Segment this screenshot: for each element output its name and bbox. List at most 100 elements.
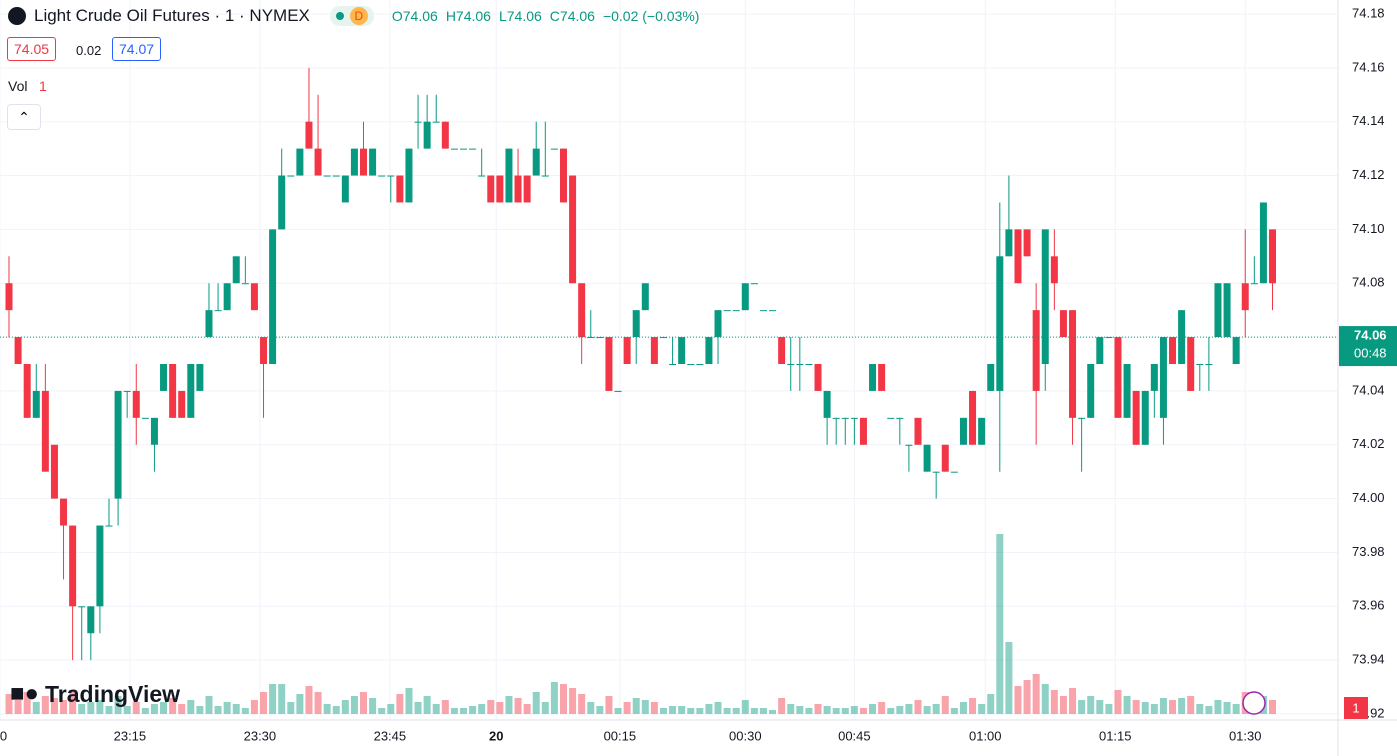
candle-body (714, 310, 722, 338)
volume-value: 1 (39, 78, 47, 94)
candle-body (41, 390, 49, 472)
candle-body (850, 417, 858, 419)
y-tick-label: 73.96 (1352, 598, 1385, 613)
candle-body (832, 417, 840, 419)
candle-body (859, 417, 867, 445)
candle-body (396, 175, 404, 203)
candle-body (78, 606, 86, 608)
candle-body (314, 148, 322, 176)
bid[interactable]: 74.05 (7, 37, 57, 61)
volume-bar (1223, 702, 1231, 714)
candle-body (569, 175, 577, 284)
ask[interactable]: 74.07 (112, 37, 162, 61)
candle-body (205, 310, 213, 338)
candle-body (559, 148, 567, 203)
x-tick-label: 00:15 (604, 728, 637, 743)
candle-body (1259, 202, 1267, 284)
volume-badge-label: 1 (1352, 700, 1359, 715)
candle-body (978, 417, 986, 445)
volume-bar (260, 692, 268, 714)
volume-bar (878, 702, 886, 714)
candle-body (69, 525, 77, 607)
collapse-button[interactable]: ⌃ (7, 104, 41, 130)
status[interactable]: D (329, 6, 374, 26)
y-tick-label: 74.04 (1352, 382, 1385, 397)
candle-body (5, 283, 13, 311)
spread: 0.02 (76, 43, 102, 58)
x-tick-label: 00 (0, 728, 7, 743)
candle-body (741, 283, 749, 311)
volume-bar (1114, 690, 1122, 714)
volume-bar (323, 704, 331, 714)
volume-bar (32, 702, 40, 714)
candle-body (487, 175, 495, 203)
candle-body (223, 283, 231, 311)
candle-body (160, 364, 168, 391)
volume-bar (723, 708, 731, 714)
volume-bar (950, 708, 958, 714)
candle-body (14, 337, 22, 364)
candle-body (769, 310, 777, 312)
volume-bar (278, 684, 286, 714)
volume-bar (532, 692, 540, 714)
candle-body (350, 148, 358, 176)
volume-bar (569, 688, 577, 714)
volume-bar (396, 694, 404, 714)
volume-bar (478, 704, 486, 714)
volume-bar (1169, 700, 1177, 714)
candle-body (650, 337, 658, 364)
x-tick-label: 23:45 (374, 728, 407, 743)
candle-body (1114, 337, 1122, 418)
ohlc-change: −0.02 (−0.03%) (602, 8, 700, 24)
y-tick-label: 74.18 (1352, 5, 1385, 20)
volume-bar (496, 702, 504, 714)
volume-bar (23, 692, 31, 714)
volume-bar (450, 708, 458, 714)
y-tick-label: 74.00 (1352, 490, 1385, 505)
volume-bar (859, 708, 867, 714)
candle-body (241, 283, 249, 285)
candle-body (423, 121, 431, 149)
x-tick-label: 00:30 (729, 728, 762, 743)
volume-bar (869, 704, 877, 714)
volume-bar (996, 534, 1004, 714)
candle-body (896, 417, 904, 419)
candle-body (869, 364, 877, 391)
candle-body (341, 175, 349, 203)
volume-bar (96, 700, 104, 714)
volume-bar (650, 702, 658, 714)
candle-body (87, 606, 95, 634)
volume-bar (896, 706, 904, 714)
candle-body (541, 175, 549, 177)
x-tick-label: 23:15 (114, 728, 147, 743)
y-tick-label: 74.14 (1352, 113, 1385, 128)
candle-body (1005, 229, 1013, 257)
volume-bar (1050, 690, 1058, 714)
volume-bar (1269, 700, 1277, 714)
volume-bar (750, 708, 758, 714)
candle-body (23, 364, 31, 418)
candle-body (414, 121, 422, 123)
candle-body (369, 148, 377, 176)
volume-bar (205, 696, 213, 714)
volume-bar (1069, 688, 1077, 714)
candle-body (596, 337, 604, 339)
candle-body (805, 364, 813, 365)
logo: ■● TradingView (10, 680, 180, 708)
volume-bar (705, 704, 713, 714)
volume-bar (360, 692, 368, 714)
volume-bar (1005, 642, 1013, 714)
y-tick-label: 73.98 (1352, 544, 1385, 559)
candle-body (1241, 283, 1249, 311)
candle-body (687, 364, 695, 365)
volume-bar (659, 708, 667, 714)
candle-body (32, 390, 40, 418)
volume-bar (1087, 696, 1095, 714)
candle-body (214, 310, 222, 312)
y-tick-label: 74.10 (1352, 221, 1385, 236)
candle-body (132, 390, 140, 418)
candle-body (750, 283, 758, 285)
candle-body (505, 148, 513, 203)
volume-bar (732, 708, 740, 714)
symbol-title[interactable]: Light Crude Oil Futures · 1 · NYMEX (34, 6, 310, 25)
